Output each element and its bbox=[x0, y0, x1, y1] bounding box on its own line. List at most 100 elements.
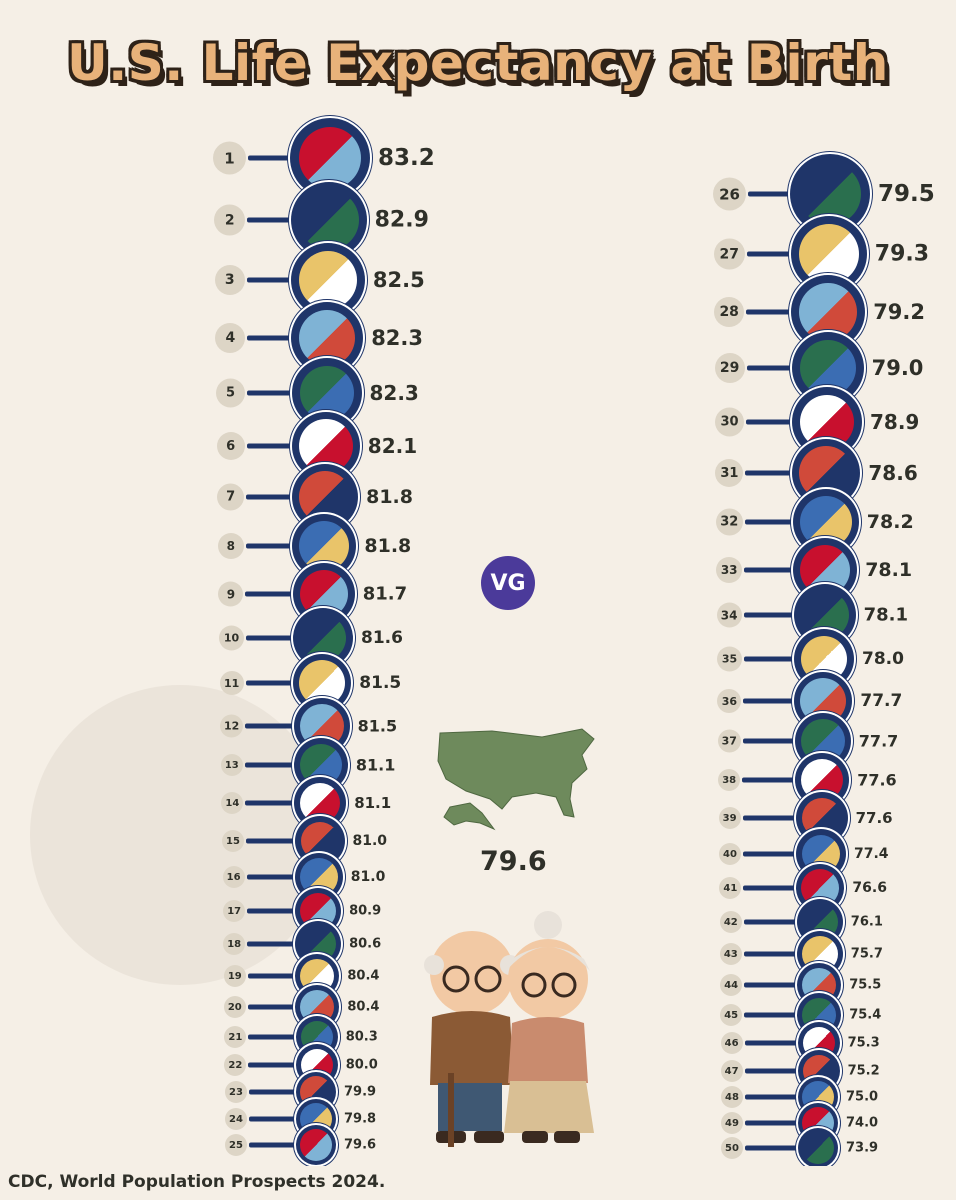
state-flag-icon bbox=[290, 118, 370, 198]
connector-bar bbox=[744, 1068, 800, 1074]
connector-bar bbox=[743, 851, 798, 857]
rank-badge: 43 bbox=[719, 943, 742, 965]
grandmother-figure bbox=[504, 911, 594, 1143]
rank-badge: 34 bbox=[716, 602, 742, 628]
rank-badge: 49 bbox=[721, 1112, 743, 1134]
life-expectancy-value: 77.6 bbox=[855, 809, 893, 827]
rank-badge: 29 bbox=[714, 353, 745, 383]
connector-bar bbox=[246, 838, 297, 844]
connector-bar bbox=[744, 567, 796, 573]
connector-bar bbox=[247, 941, 298, 947]
life-expectancy-value: 77.4 bbox=[854, 846, 889, 862]
life-expectancy-value: 81.8 bbox=[364, 535, 412, 557]
rank-badge: 8 bbox=[217, 533, 244, 559]
state-flag-icon bbox=[294, 816, 345, 866]
connector-bar bbox=[742, 815, 798, 821]
connector-bar bbox=[247, 217, 293, 223]
life-expectancy-value: 79.5 bbox=[878, 181, 935, 207]
connector-bar bbox=[742, 777, 798, 783]
flag-emblem bbox=[802, 1132, 834, 1164]
connector-bar bbox=[744, 519, 795, 525]
rank-badge: 37 bbox=[717, 729, 741, 753]
connector-bar bbox=[247, 335, 294, 341]
connector-bar bbox=[247, 390, 294, 396]
connector-bar bbox=[748, 191, 792, 197]
us-map-icon bbox=[437, 728, 595, 831]
life-expectancy-value: 81.6 bbox=[361, 628, 403, 648]
life-expectancy-value: 78.1 bbox=[863, 604, 909, 626]
source-text: CDC, World Population Prospects 2024. bbox=[8, 1172, 386, 1192]
life-expectancy-value: 74.0 bbox=[846, 1115, 879, 1131]
life-expectancy-value: 80.6 bbox=[349, 936, 382, 952]
rank-badge: 5 bbox=[216, 378, 245, 408]
rank-badge: 18 bbox=[223, 933, 246, 955]
state-flag-icon bbox=[790, 216, 867, 292]
life-expectancy-value: 77.7 bbox=[858, 731, 899, 751]
connector-bar bbox=[743, 885, 799, 891]
rank-badge: 40 bbox=[719, 843, 741, 865]
life-expectancy-value: 78.6 bbox=[868, 461, 918, 485]
state-flag-icon bbox=[291, 412, 360, 480]
rank-badge: 50 bbox=[721, 1137, 743, 1159]
life-expectancy-value: 78.2 bbox=[866, 511, 914, 533]
connector-bar bbox=[743, 919, 799, 925]
connector-bar bbox=[245, 591, 295, 597]
rank-badge: 10 bbox=[219, 625, 244, 651]
connector-bar bbox=[246, 635, 295, 641]
connector-bar bbox=[246, 874, 297, 880]
rank-badge: 45 bbox=[720, 1004, 743, 1026]
flag-emblem bbox=[298, 190, 359, 250]
life-expectancy-value: 75.2 bbox=[847, 1063, 880, 1079]
life-expectancy-value: 82.9 bbox=[374, 207, 429, 233]
rank-badge: 13 bbox=[220, 754, 243, 776]
life-expectancy-value: 80.9 bbox=[349, 903, 382, 919]
rank-badge: 39 bbox=[718, 807, 741, 829]
life-expectancy-value: 81.1 bbox=[355, 755, 396, 775]
connector-bar bbox=[245, 723, 296, 729]
life-expectancy-value: 81.0 bbox=[352, 833, 388, 849]
connector-bar bbox=[247, 973, 298, 979]
state-flag-icon bbox=[296, 1125, 336, 1165]
connector-bar bbox=[746, 309, 794, 315]
life-expectancy-value: 75.0 bbox=[846, 1089, 879, 1105]
rank-badge: 3 bbox=[214, 265, 245, 295]
source-footer: CDC, World Population Prospects 2024. bbox=[0, 1166, 956, 1200]
connector-bar bbox=[744, 1040, 800, 1046]
life-expectancy-value: 83.2 bbox=[378, 145, 435, 171]
life-expectancy-value: 77.7 bbox=[860, 691, 903, 711]
connector-bar bbox=[746, 365, 794, 371]
connector-bar bbox=[246, 494, 295, 500]
life-expectancy-value: 80.4 bbox=[347, 968, 380, 984]
rank-badge: 36 bbox=[717, 689, 742, 713]
connector-bar bbox=[743, 698, 797, 704]
rank-badge: 32 bbox=[715, 508, 743, 536]
connector-bar bbox=[745, 1120, 800, 1126]
rank-badge: 42 bbox=[719, 911, 742, 933]
state-flag-icon bbox=[292, 464, 359, 530]
life-expectancy-value: 79.6 bbox=[344, 1137, 377, 1153]
flag-emblem bbox=[300, 615, 346, 661]
life-expectancy-value: 79.2 bbox=[873, 300, 926, 324]
life-expectancy-value: 75.4 bbox=[849, 1007, 882, 1023]
life-expectancy-value: 79.3 bbox=[874, 241, 930, 267]
flag-emblem bbox=[299, 127, 361, 189]
life-expectancy-value: 81.0 bbox=[350, 869, 386, 885]
connector-bar bbox=[745, 470, 795, 476]
connector-bar bbox=[249, 1089, 298, 1095]
flag-emblem bbox=[799, 340, 856, 396]
rank-badge: 41 bbox=[719, 877, 742, 899]
rank-badge: 28 bbox=[714, 297, 745, 327]
grandfather-figure bbox=[424, 931, 520, 1147]
life-expectancy-value: 78.9 bbox=[870, 410, 920, 434]
connector-bar bbox=[245, 800, 297, 806]
life-expectancy-value: 75.5 bbox=[849, 977, 882, 993]
rank-badge: 6 bbox=[216, 432, 245, 460]
rank-badge: 38 bbox=[718, 769, 741, 791]
connector-bar bbox=[249, 1116, 298, 1122]
watermark-circle bbox=[30, 685, 330, 985]
life-expectancy-value: 75.3 bbox=[847, 1035, 880, 1051]
page-title: U.S. Life Expectancy at Birth bbox=[67, 34, 889, 92]
life-expectancy-value: 76.1 bbox=[850, 914, 883, 930]
flag-emblem bbox=[299, 310, 356, 366]
flag-emblem bbox=[298, 251, 357, 309]
